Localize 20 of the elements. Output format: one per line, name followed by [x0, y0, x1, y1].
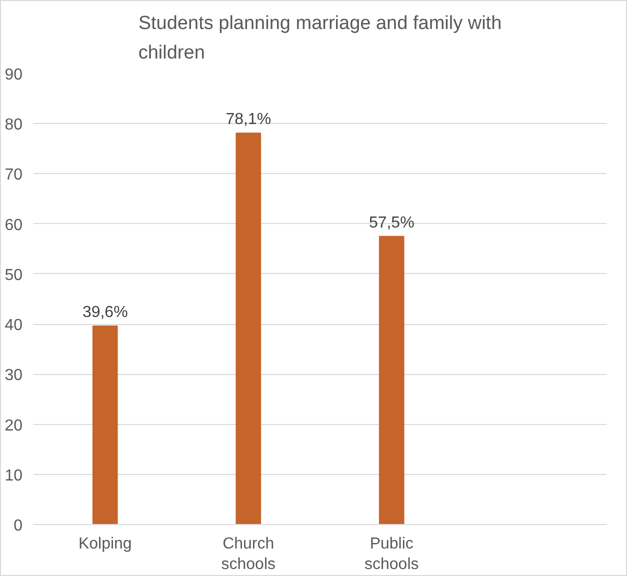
y-tick-label: 70: [4, 166, 23, 184]
y-tick-label: 40: [4, 317, 23, 334]
y-tick-label: 0: [14, 518, 23, 534]
data-label: 39,6%: [82, 304, 128, 322]
bar: [378, 236, 404, 524]
y-tick-label: 30: [4, 367, 23, 384]
bar: [236, 132, 262, 524]
data-label: 57,5%: [368, 214, 414, 232]
chart-title: Students planning marriage and family with children: [138, 13, 502, 64]
x-tick-label: Public schools: [364, 536, 419, 573]
data-label: 78,1%: [226, 111, 272, 128]
x-tick-label: Kolping: [78, 536, 132, 552]
y-tick-label: 20: [4, 417, 23, 434]
x-tick-label: Church schools: [221, 536, 276, 573]
y-tick-label: 80: [4, 116, 23, 134]
y-tick-label: 60: [4, 216, 23, 234]
y-tick-label: 90: [4, 66, 23, 84]
y-tick-label: 50: [4, 266, 23, 284]
y-tick-label: 10: [4, 467, 23, 484]
bar: [92, 326, 118, 524]
